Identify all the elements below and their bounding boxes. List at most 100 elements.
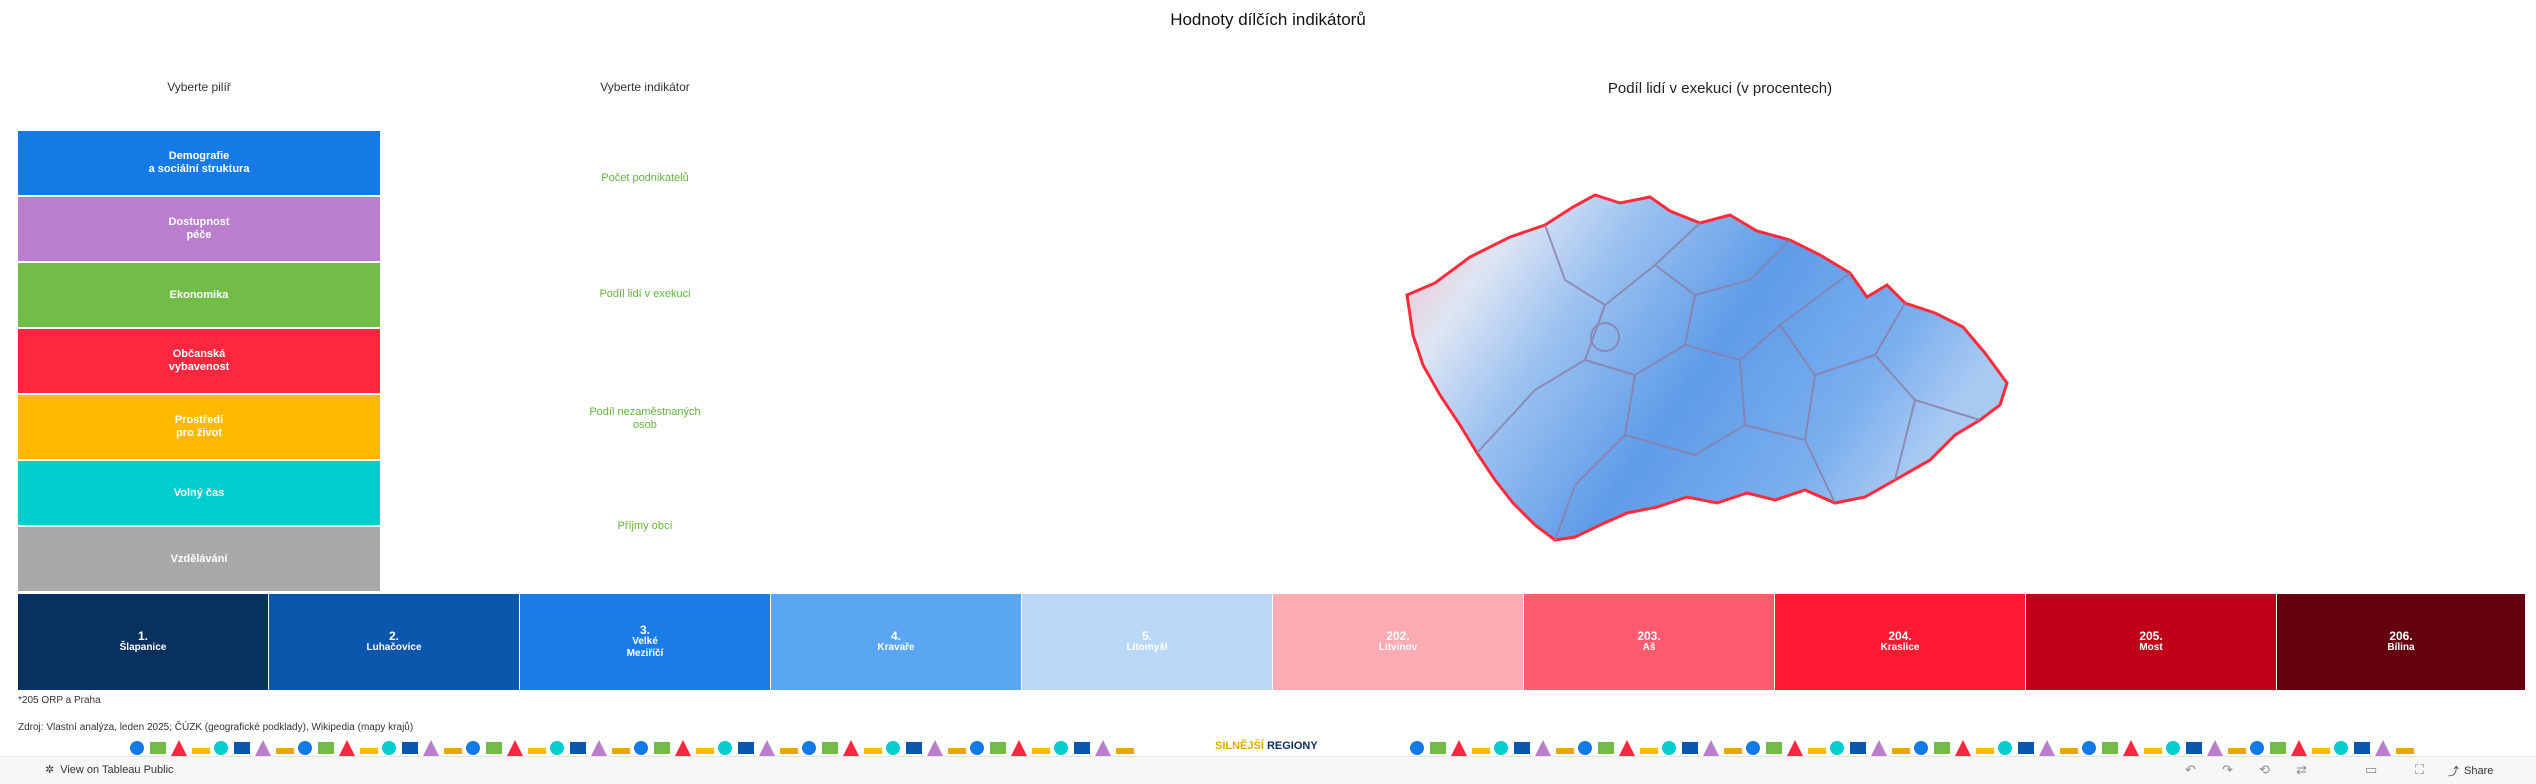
decorative-icon bbox=[654, 742, 670, 754]
pillar-prostredi-pro-zivot[interactable]: Prostředí pro život bbox=[18, 395, 380, 459]
decorative-icon bbox=[1410, 741, 1424, 755]
decorative-icon bbox=[1766, 742, 1782, 754]
indicator-prijmy-obci[interactable]: Příjmy obcí bbox=[617, 520, 673, 532]
rank-number: 3. bbox=[639, 623, 650, 637]
rank-name: Litomyšl bbox=[1126, 642, 1168, 653]
rank-tile[interactable]: 3. Velké Meziříčí bbox=[520, 594, 770, 690]
decorative-icon bbox=[822, 742, 838, 754]
revert-icon[interactable]: ⟲ bbox=[2259, 762, 2270, 777]
decorative-icon bbox=[927, 740, 943, 756]
decorative-icon bbox=[2375, 740, 2391, 756]
decorative-icon bbox=[2082, 741, 2096, 755]
brand-logo: SILNĚJŠÍ REGIONY bbox=[1215, 740, 1318, 752]
source-note: Zdroj: Vlastní analýza, leden 2025; ČÚZK… bbox=[18, 722, 414, 733]
decorative-icon bbox=[298, 741, 312, 755]
region-borders bbox=[1476, 222, 1981, 541]
decorative-icon bbox=[1535, 740, 1551, 756]
indicator-podil-nezamestnanych[interactable]: Podíl nezaměstnaných osob bbox=[589, 406, 701, 431]
decorative-icon bbox=[2228, 748, 2246, 754]
pillar-ekonomika[interactable]: Ekonomika bbox=[18, 263, 380, 327]
decorative-icon bbox=[318, 742, 334, 754]
indicator-podil-lidi-v-exekuci[interactable]: Podíl lidí v exekuci bbox=[599, 288, 691, 300]
rank-tile[interactable]: 205. Most bbox=[2026, 594, 2276, 690]
decorative-icon bbox=[696, 748, 714, 754]
share-button[interactable]: ⤴ Share bbox=[2448, 765, 2494, 778]
decorative-icon bbox=[2060, 748, 2078, 754]
decorative-icon bbox=[2144, 748, 2162, 754]
decorative-icon bbox=[906, 742, 922, 754]
decorative-icon bbox=[1808, 748, 1826, 754]
decorative-icon bbox=[1703, 740, 1719, 756]
tableau-icon: ✲ bbox=[45, 764, 55, 776]
rank-name: Litvínov bbox=[1378, 642, 1418, 653]
decorative-icon bbox=[402, 742, 418, 754]
decorative-icon bbox=[1074, 742, 1090, 754]
decorative-icon bbox=[1494, 741, 1508, 755]
decorative-icon bbox=[2102, 742, 2118, 754]
decorative-icon bbox=[2396, 748, 2414, 754]
decorative-icon bbox=[255, 740, 271, 756]
decorative-icon bbox=[718, 741, 732, 755]
rank-tile[interactable]: 4. Kravaře bbox=[771, 594, 1021, 690]
decorative-icon bbox=[780, 748, 798, 754]
pillar-demografie[interactable]: Demografie a sociální struktura bbox=[18, 131, 380, 195]
decorative-icon bbox=[1746, 741, 1760, 755]
decorative-icon bbox=[634, 741, 648, 755]
decorative-icon bbox=[1662, 741, 1676, 755]
decorative-icon bbox=[1556, 748, 1574, 754]
pillar-dostupnost-pece[interactable]: Dostupnost péče bbox=[18, 197, 380, 261]
rank-number: 206. bbox=[2389, 629, 2413, 643]
decorative-icon bbox=[507, 740, 523, 756]
view-on-tableau-link[interactable]: ✲ View on Tableau Public bbox=[45, 763, 174, 777]
country-outline bbox=[1405, 193, 2009, 542]
indicator-pocet-podnikatelu[interactable]: Počet podnikatelů bbox=[601, 172, 689, 184]
decorative-icon bbox=[466, 741, 480, 755]
decorative-icon bbox=[2018, 742, 2034, 754]
undo-icon[interactable]: ↶ bbox=[2185, 762, 2196, 777]
rank-tile[interactable]: 5. Litomyšl bbox=[1022, 594, 1272, 690]
rank-number: 204. bbox=[1888, 629, 1912, 643]
decorative-icon bbox=[1830, 741, 1844, 755]
map-title: Podíl lidí v exekuci (v procentech) bbox=[1607, 80, 1833, 97]
rank-tile[interactable]: 2. Luhačovice bbox=[269, 594, 519, 690]
decorative-icon bbox=[1032, 748, 1050, 754]
rank-tile[interactable]: 204. Kraslice bbox=[1775, 594, 2025, 690]
rank-number: 2. bbox=[388, 629, 399, 643]
decorative-icon bbox=[382, 741, 396, 755]
decorative-icon bbox=[1619, 740, 1635, 756]
rank-tile[interactable]: 202. Litvínov bbox=[1273, 594, 1523, 690]
decorative-icon bbox=[1054, 741, 1068, 755]
decorative-icon-strip bbox=[1410, 740, 2414, 756]
rank-tile[interactable]: 1. Šlapanice bbox=[18, 594, 268, 690]
decorative-icon bbox=[612, 748, 630, 754]
decorative-icon bbox=[360, 748, 378, 754]
rank-name: Šlapanice bbox=[119, 642, 167, 653]
decorative-icon bbox=[1787, 740, 1803, 756]
rank-tile[interactable]: 203. Aš bbox=[1524, 594, 1774, 690]
decorative-icon bbox=[570, 742, 586, 754]
decorative-icon bbox=[1514, 742, 1530, 754]
decorative-icon bbox=[2207, 740, 2223, 756]
decorative-icon bbox=[171, 740, 187, 756]
pillar-volny-cas[interactable]: Volný čas bbox=[18, 461, 380, 525]
pillar-obcanska-vybavenost[interactable]: Občanská vybavenost bbox=[18, 329, 380, 393]
fullscreen-icon[interactable]: ⛶ bbox=[2415, 762, 2425, 777]
decorative-icon bbox=[1578, 741, 1592, 755]
decorative-icon bbox=[1850, 742, 1866, 754]
decorative-icon bbox=[2039, 740, 2055, 756]
rank-name: Kraslice bbox=[1880, 642, 1920, 653]
pillar-selector-label: Vyberte pilíř bbox=[167, 80, 231, 94]
footnote: *205 ORP a Praha bbox=[18, 695, 101, 706]
refresh-icon[interactable]: ⇄ bbox=[2296, 762, 2307, 777]
decorative-icon bbox=[1682, 742, 1698, 754]
redo-icon[interactable]: ↷ bbox=[2222, 762, 2233, 777]
rank-number: 202. bbox=[1386, 629, 1410, 643]
decorative-icon bbox=[1892, 748, 1910, 754]
device-preview-icon[interactable]: ▭ bbox=[2365, 762, 2378, 777]
rank-tile[interactable]: 206. Bílina bbox=[2277, 594, 2525, 690]
choropleth-map[interactable] bbox=[1395, 185, 2035, 550]
rank-name: Luhačovice bbox=[366, 642, 422, 653]
decorative-icon bbox=[2123, 740, 2139, 756]
pillar-vzdelavani[interactable]: Vzdělávání bbox=[18, 527, 380, 591]
decorative-icon bbox=[130, 741, 144, 755]
